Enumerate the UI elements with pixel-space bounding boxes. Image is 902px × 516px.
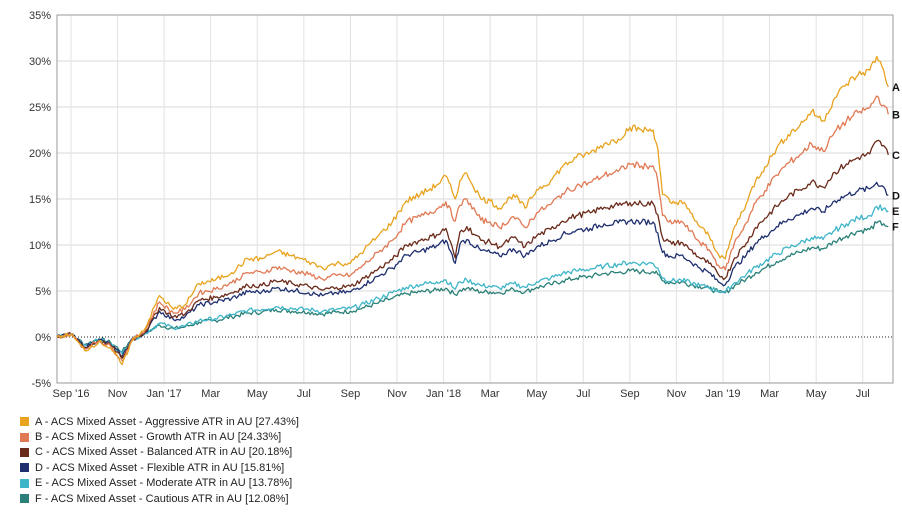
end-label-c: C — [892, 150, 900, 162]
y-tick-label: 25% — [29, 102, 51, 114]
legend-item: F - ACS Mixed Asset - Cautious ATR in AU… — [20, 491, 299, 506]
x-tick-label: Jul — [297, 388, 311, 400]
x-tick-label: Jul — [856, 388, 870, 400]
x-tick-label: Jan '17 — [147, 388, 182, 400]
series-line-f — [56, 220, 889, 353]
legend-label: A - ACS Mixed Asset - Aggressive ATR in … — [35, 415, 299, 428]
x-tick-label: Jan '18 — [426, 388, 461, 400]
x-tick-label: Mar — [481, 388, 500, 400]
x-tick-label: Nov — [108, 388, 128, 400]
legend-item: B - ACS Mixed Asset - Growth ATR in AU [… — [20, 429, 299, 444]
x-tick-label: Sep — [620, 388, 640, 400]
legend-swatch — [20, 417, 29, 427]
legend-item: C - ACS Mixed Asset - Balanced ATR in AU… — [20, 445, 299, 460]
x-tick-label: Mar — [760, 388, 779, 400]
chart-grid — [57, 14, 893, 384]
chart-legend: A - ACS Mixed Asset - Aggressive ATR in … — [20, 414, 299, 506]
chart-axes: -5% 0% 5% 10% 15% 20% 25% 30% 35% Sep '16 Nov Jan '… — [29, 10, 894, 400]
legend-item: D - ACS Mixed Asset - Flexible ATR in AU… — [20, 460, 299, 475]
x-tick-label: Jan '19 — [705, 388, 740, 400]
x-tick-label: Nov — [667, 388, 687, 400]
series-line-a — [56, 55, 889, 366]
series-line-b — [56, 95, 889, 362]
legend-item: A - ACS Mixed Asset - Aggressive ATR in … — [20, 414, 299, 429]
x-tick-label: May — [526, 388, 547, 400]
legend-swatch — [20, 432, 29, 442]
legend-item: E - ACS Mixed Asset - Moderate ATR in AU… — [20, 476, 299, 491]
end-label-f: F — [892, 222, 899, 234]
series-line-c — [56, 139, 889, 359]
y-tick-label: 20% — [29, 148, 51, 160]
y-tick-label: 15% — [29, 194, 51, 206]
legend-label: E - ACS Mixed Asset - Moderate ATR in AU… — [35, 477, 293, 490]
line-chart: -5% 0% 5% 10% 15% 20% 25% 30% 35% Sep '16 Nov Jan '… — [29, 10, 900, 400]
legend-swatch — [20, 463, 29, 473]
x-tick-label: Nov — [387, 388, 407, 400]
end-label-d: D — [892, 190, 900, 202]
y-tick-label: -5% — [31, 378, 51, 390]
legend-label: F - ACS Mixed Asset - Cautious ATR in AU… — [35, 492, 289, 505]
y-tick-label: 0% — [35, 332, 51, 344]
series-line-d — [56, 181, 889, 358]
legend-label: B - ACS Mixed Asset - Growth ATR in AU [… — [35, 431, 282, 444]
legend-swatch — [20, 478, 29, 488]
legend-swatch — [20, 494, 29, 504]
legend-label: C - ACS Mixed Asset - Balanced ATR in AU… — [35, 446, 293, 459]
x-tick-label: May — [806, 388, 827, 400]
y-tick-label: 30% — [29, 56, 51, 68]
y-tick-label: 35% — [29, 10, 51, 22]
x-tick-label: Mar — [201, 388, 220, 400]
end-label-a: A — [892, 82, 900, 94]
legend-label: D - ACS Mixed Asset - Flexible ATR in AU… — [35, 461, 285, 474]
chart-series — [56, 55, 889, 366]
end-label-b: B — [892, 109, 900, 121]
legend-swatch — [20, 447, 29, 457]
x-tick-label: Sep '16 — [52, 388, 89, 400]
plot-frame — [56, 14, 894, 384]
x-tick-label: May — [247, 388, 268, 400]
series-line-e — [56, 204, 889, 355]
end-label-e: E — [892, 206, 899, 218]
x-tick-label: Sep — [341, 388, 361, 400]
x-tick-label: Jul — [576, 388, 590, 400]
series-end-labels: A B C DEF — [892, 82, 900, 234]
y-tick-label: 5% — [35, 286, 51, 298]
y-tick-label: 10% — [29, 240, 51, 252]
